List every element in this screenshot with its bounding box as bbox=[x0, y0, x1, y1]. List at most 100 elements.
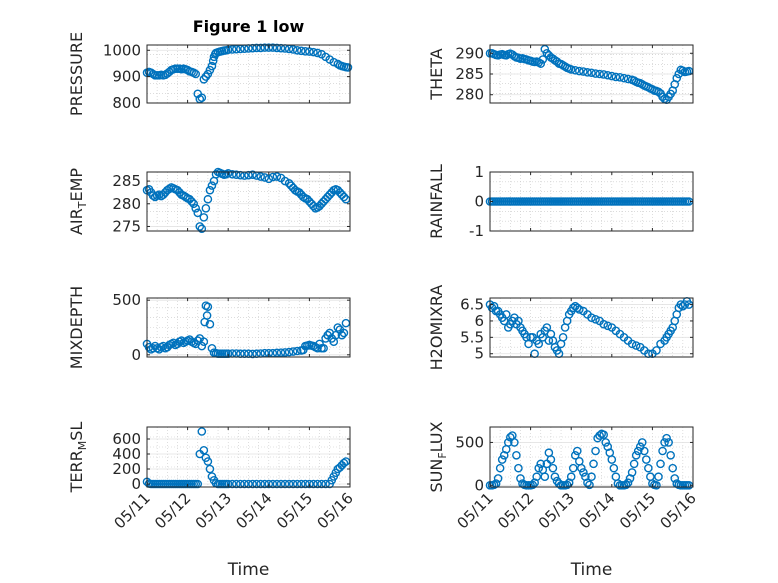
data-point bbox=[514, 463, 523, 473]
data-point bbox=[148, 343, 158, 353]
data-point bbox=[623, 74, 633, 84]
data-point bbox=[309, 201, 318, 211]
data-point bbox=[232, 170, 241, 180]
data-point bbox=[572, 446, 582, 456]
data-point bbox=[540, 472, 550, 482]
y-tick-label: 0 bbox=[131, 475, 141, 493]
data-point bbox=[223, 169, 233, 178]
data-point bbox=[205, 185, 215, 195]
subplot-4: -1 0 1 RAINFALL bbox=[427, 163, 694, 240]
data-point bbox=[272, 479, 282, 489]
data-point bbox=[276, 348, 286, 357]
subplot-1: 800 900 1000 PRESSURE Figure 1 low bbox=[67, 17, 353, 116]
data-point bbox=[313, 48, 322, 58]
data-point bbox=[589, 459, 598, 469]
data-point bbox=[264, 43, 274, 52]
y-tick-label: 275 bbox=[112, 217, 141, 235]
data-point bbox=[495, 463, 505, 473]
data-point bbox=[627, 468, 637, 477]
data-point bbox=[193, 479, 203, 489]
y-tick-label: 280 bbox=[455, 86, 484, 104]
data-point bbox=[148, 69, 158, 79]
grid bbox=[147, 427, 350, 487]
data-point bbox=[148, 191, 158, 200]
data-point bbox=[503, 438, 513, 447]
data-point bbox=[201, 204, 211, 213]
data-point bbox=[248, 170, 257, 180]
data-point bbox=[288, 347, 298, 356]
data-point bbox=[272, 348, 282, 358]
data-point bbox=[595, 431, 604, 440]
data-point bbox=[292, 45, 302, 55]
data-point bbox=[256, 43, 265, 53]
data-point bbox=[252, 43, 261, 53]
data-point bbox=[528, 480, 537, 490]
data-point bbox=[607, 455, 617, 464]
data-point bbox=[642, 455, 651, 464]
data-point bbox=[248, 349, 257, 359]
data-point bbox=[203, 194, 213, 204]
data-point bbox=[631, 450, 641, 460]
data-point bbox=[601, 438, 611, 447]
data-point bbox=[609, 463, 619, 473]
y-tick-label: -1 bbox=[469, 222, 484, 240]
data-point bbox=[301, 47, 310, 56]
data-point bbox=[611, 72, 621, 82]
data-point bbox=[305, 479, 314, 489]
x-tick-label: 05/16 bbox=[657, 489, 700, 532]
subplot-5: 0 500 MIXDEPTH bbox=[67, 286, 351, 369]
data-point bbox=[197, 224, 207, 234]
data-point bbox=[205, 464, 215, 474]
y-tick-label: 800 bbox=[112, 94, 141, 112]
data-point bbox=[187, 197, 196, 206]
y-tick-label: 285 bbox=[112, 172, 141, 190]
data-point bbox=[339, 328, 349, 338]
y-tick-label: 200 bbox=[112, 460, 141, 478]
data-series bbox=[485, 44, 694, 104]
x-tick-label: 05/15 bbox=[273, 489, 316, 532]
y-axis-label: PRESSURE bbox=[67, 32, 86, 116]
data-point bbox=[587, 68, 596, 78]
data-point bbox=[211, 169, 221, 179]
data-point bbox=[195, 222, 205, 231]
data-point bbox=[197, 341, 207, 351]
data-point bbox=[583, 68, 592, 77]
data-point bbox=[656, 459, 665, 469]
y-tick-label: 290 bbox=[455, 44, 484, 62]
data-point bbox=[536, 59, 546, 68]
data-point bbox=[603, 70, 613, 80]
subplot-3: 275 280 285 AIRTEMP bbox=[67, 168, 351, 235]
data-point bbox=[639, 446, 649, 456]
data-point bbox=[191, 69, 201, 79]
data-point bbox=[516, 474, 525, 483]
data-point bbox=[575, 305, 584, 314]
x-tick-label: 05/11 bbox=[111, 489, 154, 532]
subplot-6: 55.566.5 H2OMIXRA bbox=[427, 285, 694, 370]
data-point bbox=[633, 446, 643, 456]
y-tick-label: 600 bbox=[112, 430, 141, 448]
data-point bbox=[260, 173, 270, 182]
y-tick-label: 6.5 bbox=[460, 296, 484, 314]
data-point bbox=[189, 68, 198, 77]
axes-box bbox=[146, 297, 351, 358]
data-point bbox=[207, 181, 217, 190]
data-point bbox=[652, 346, 661, 355]
data-series bbox=[142, 43, 353, 104]
data-point bbox=[248, 479, 257, 489]
y-tick-label: 500 bbox=[112, 291, 141, 309]
data-point bbox=[240, 479, 249, 489]
data-point bbox=[337, 330, 347, 340]
x-tick-label: 05/14 bbox=[232, 489, 275, 532]
y-axis-label: AIRTEMP bbox=[67, 168, 89, 235]
data-point bbox=[232, 479, 241, 489]
data-point bbox=[343, 63, 353, 72]
data-point bbox=[309, 47, 318, 57]
y-tick-label: 0 bbox=[474, 193, 484, 211]
data-point bbox=[654, 472, 663, 482]
y-axis-label: SUNFLUX bbox=[427, 421, 449, 492]
data-point bbox=[252, 479, 261, 489]
data-point bbox=[577, 463, 586, 473]
data-point bbox=[236, 479, 245, 489]
data-point bbox=[591, 69, 600, 78]
